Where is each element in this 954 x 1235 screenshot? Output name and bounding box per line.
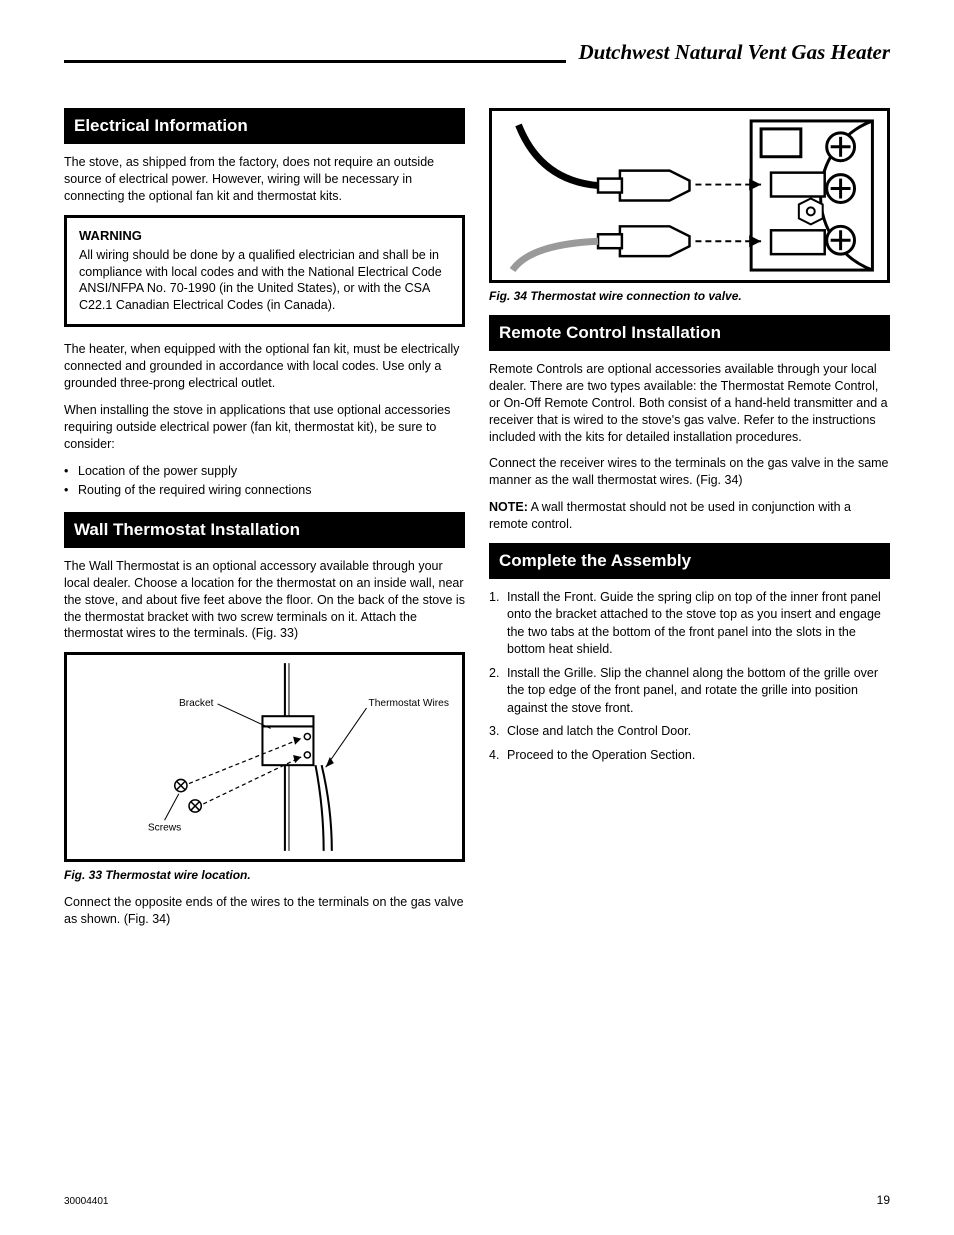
list-item: Install the Grille. Slip the channel alo… (489, 665, 890, 718)
warning-box: WARNING All wiring should be done by a q… (64, 215, 465, 328)
content-columns: Electrical Information The stove, as shi… (64, 108, 890, 1175)
left-column: Electrical Information The stove, as shi… (64, 108, 465, 1175)
note-paragraph: NOTE: A wall thermostat should not be us… (489, 499, 890, 533)
list-item: Routing of the required wiring connectio… (64, 481, 465, 500)
warning-title: WARNING (79, 228, 450, 243)
paragraph: Connect the receiver wires to the termin… (489, 455, 890, 489)
section-heading-electrical: Electrical Information (64, 108, 465, 144)
section-heading-remote: Remote Control Installation (489, 315, 890, 351)
figure-33: Bracket Thermostat Wires Screws (64, 652, 465, 862)
figure-label-wires: Thermostat Wires (369, 698, 449, 709)
figure-33-caption: Fig. 33 Thermostat wire location. (64, 868, 465, 882)
section-heading-thermostat: Wall Thermostat Installation (64, 512, 465, 548)
numbered-list: Install the Front. Guide the spring clip… (489, 589, 890, 765)
figure-34-svg (492, 111, 887, 280)
paragraph: Connect the opposite ends of the wires t… (64, 894, 465, 928)
paragraph: The Wall Thermostat is an optional acces… (64, 558, 465, 642)
note-label: NOTE: (489, 500, 528, 514)
figure-label-screws: Screws (148, 823, 181, 834)
section-heading-complete: Complete the Assembly (489, 543, 890, 579)
paragraph: When installing the stove in application… (64, 402, 465, 453)
list-item: Install the Front. Guide the spring clip… (489, 589, 890, 659)
paragraph: The heater, when equipped with the optio… (64, 341, 465, 392)
note-body: A wall thermostat should not be used in … (489, 500, 851, 531)
right-column: Fig. 34 Thermostat wire connection to va… (489, 108, 890, 1175)
page-number: 19 (877, 1193, 890, 1207)
footer-code: 30004401 (64, 1196, 109, 1207)
list-item: Location of the power supply (64, 462, 465, 481)
page-header-title: Dutchwest Natural Vent Gas Heater (566, 40, 890, 65)
list-item: Close and latch the Control Door. (489, 723, 890, 741)
figure-label-bracket: Bracket (179, 698, 214, 709)
paragraph: Remote Controls are optional accessories… (489, 361, 890, 445)
list-item: Proceed to the Operation Section. (489, 747, 890, 765)
paragraph: The stove, as shipped from the factory, … (64, 154, 465, 205)
figure-33-svg: Bracket Thermostat Wires Screws (67, 655, 462, 859)
warning-body: All wiring should be done by a qualified… (79, 247, 450, 315)
bullet-list: Location of the power supply Routing of … (64, 462, 465, 500)
figure-34 (489, 108, 890, 283)
figure-34-caption: Fig. 34 Thermostat wire connection to va… (489, 289, 890, 303)
